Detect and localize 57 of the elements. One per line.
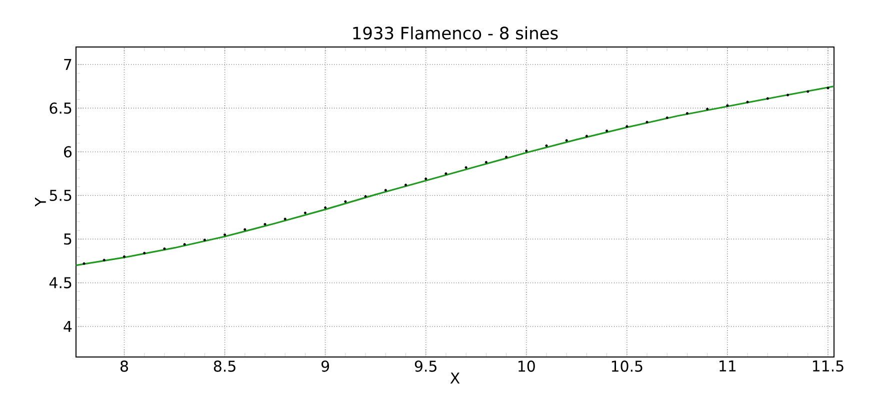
point [183, 243, 186, 246]
point [504, 156, 508, 158]
y-tick-label: 5 [64, 234, 72, 245]
point [464, 166, 468, 169]
y-tick-label: 4.5 [49, 277, 72, 288]
point [102, 258, 106, 262]
point [324, 206, 327, 209]
y-tick-label: 4 [64, 320, 72, 332]
point [122, 255, 126, 258]
x-tick-label: 10.5 [612, 360, 642, 372]
chart-title: 1933 Flamenco - 8 sines [353, 26, 558, 40]
point [163, 247, 166, 250]
x-axis-title: X [450, 372, 460, 384]
point [304, 212, 307, 214]
y-tick-label: 6 [64, 146, 72, 158]
point [565, 139, 568, 142]
point [606, 130, 608, 132]
point [364, 195, 367, 198]
point [746, 100, 749, 104]
x-tick-label: 11 [720, 360, 736, 372]
x-tick-label: 10 [518, 360, 535, 372]
x-tick-label: 9.5 [414, 360, 436, 372]
point [766, 97, 769, 100]
point [82, 262, 86, 265]
point [806, 90, 810, 93]
point [484, 160, 488, 164]
x-tick-label: 8.5 [214, 360, 236, 372]
x-tick-label: 11.5 [812, 360, 844, 372]
point [223, 233, 226, 236]
point [626, 125, 628, 128]
point [666, 116, 668, 120]
point [786, 94, 790, 96]
point [545, 144, 548, 147]
point [244, 228, 246, 231]
y-tick-label: 5.5 [50, 190, 72, 202]
point [525, 150, 528, 152]
line-series [76, 85, 834, 266]
point [686, 112, 689, 115]
point [264, 222, 266, 226]
point [284, 218, 286, 220]
point [404, 184, 408, 186]
point [344, 200, 347, 203]
point [203, 238, 206, 242]
x-tick-label: 9 [322, 360, 330, 372]
point [646, 120, 648, 124]
y-tick-label: 6.5 [50, 102, 72, 114]
point [143, 252, 146, 254]
point [726, 104, 729, 107]
point [826, 86, 830, 90]
point [706, 108, 709, 110]
point [444, 172, 448, 175]
point [384, 188, 387, 192]
x-tick-label: 8 [120, 360, 128, 372]
y-tick-label: 7 [64, 59, 72, 70]
y-axis-title: Y [34, 197, 46, 207]
point [424, 178, 428, 180]
point [585, 134, 588, 138]
